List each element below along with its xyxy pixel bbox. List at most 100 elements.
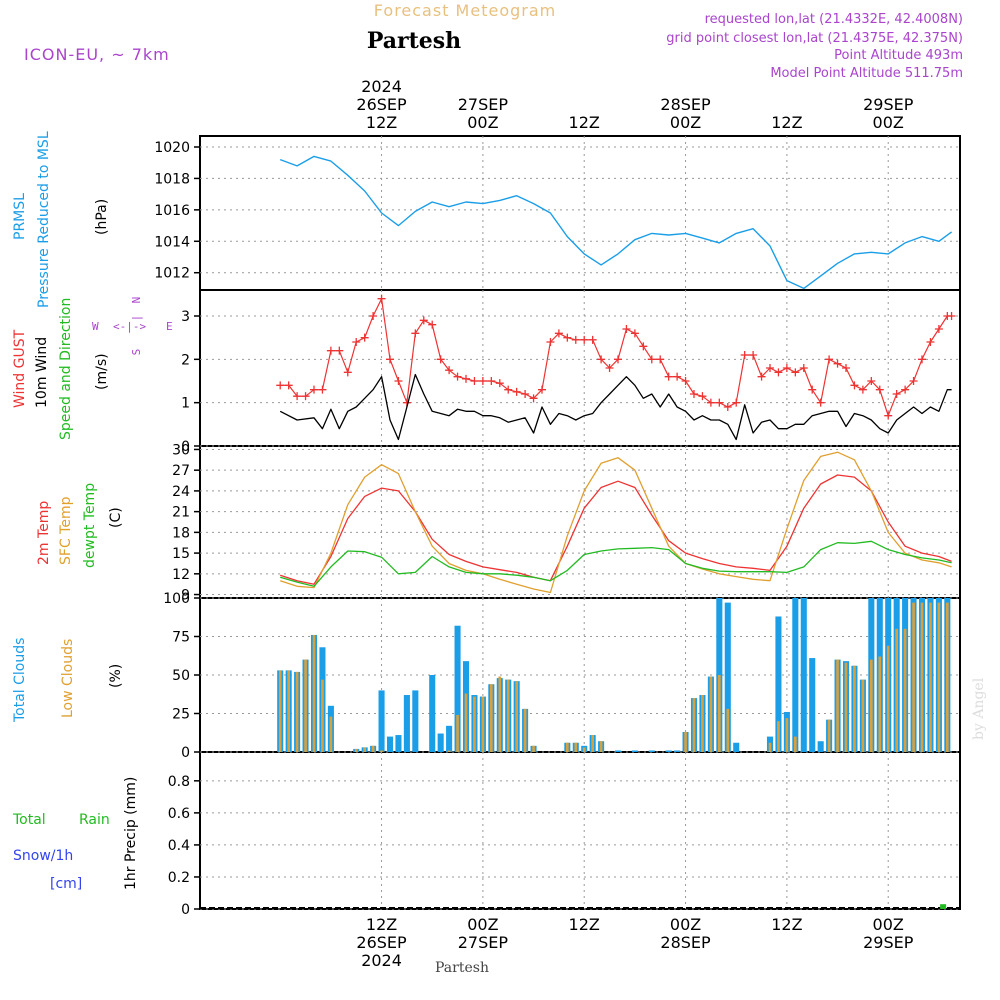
low-cloud-bar <box>363 747 367 752</box>
panel-frames <box>199 135 961 910</box>
wind-gust-point <box>808 385 817 394</box>
chart-marks <box>200 155 960 909</box>
temp-frame <box>199 445 961 599</box>
wind-10m-label: 10m Wind <box>34 337 50 408</box>
wind-gust-point <box>588 335 597 344</box>
wind-gust-point <box>630 329 639 338</box>
wind-gust-point <box>453 372 462 381</box>
model-label: ICON-EU, ~ 7km <box>24 45 170 64</box>
low-cloud-bar <box>464 693 468 752</box>
low-cloud-bar <box>380 750 383 752</box>
low-cloud-bar <box>498 676 502 752</box>
wind-compass: N | S W <-|-> E <box>92 297 173 356</box>
low-cloud-bar <box>785 718 789 752</box>
wind-gust-point <box>343 368 352 377</box>
time-tick-label: 00Z <box>467 113 498 132</box>
temp-ytick-label: 30 <box>172 442 190 458</box>
time-tick-label: 12Z <box>771 915 802 934</box>
wind-gust-point <box>622 325 631 333</box>
wind-ytick-label: 1 <box>181 396 190 412</box>
low-cloud-bar <box>929 602 932 752</box>
wind-gust-point <box>934 325 943 333</box>
precip-ytick-label: 0 <box>181 902 190 918</box>
wind-gust-point <box>360 333 369 342</box>
time-tick-label: 26SEP <box>356 95 407 114</box>
wind-gust-point <box>757 372 766 381</box>
time-tick-label: 27SEP <box>458 933 509 952</box>
wind-gust-point <box>782 364 791 372</box>
wind-gust-point <box>723 403 732 411</box>
total-cloud-bar <box>800 598 807 752</box>
low-cloud-bar <box>278 670 282 752</box>
time-tick-label: 00Z <box>670 113 701 132</box>
wind-gust-point <box>521 390 530 398</box>
wind-gust-point <box>470 377 479 385</box>
cloud-ytick-label: 25 <box>172 707 190 723</box>
total-cloud-bar <box>648 750 655 752</box>
wind-ytick-label: 0 <box>181 439 190 455</box>
wind-gust-point <box>901 385 910 394</box>
compass-ns-mid: | <box>130 315 143 322</box>
cloud-ytick-label: 0 <box>181 745 190 761</box>
wind-gust-point <box>892 390 901 398</box>
precip-unit: 1hr Precip (mm) <box>123 777 139 890</box>
low-cloud-bar <box>853 665 856 752</box>
wind-gust-point <box>740 351 749 359</box>
y-tick-labels: 1012101410161018102001239121518212427300… <box>154 140 190 918</box>
pressure-ytick-label: 1014 <box>154 234 190 250</box>
wind-gust-point <box>884 411 893 420</box>
wind-gust-point <box>816 398 825 407</box>
low-cloud-bar <box>886 645 890 752</box>
total-cloud-bar <box>614 750 622 752</box>
cloud-ytick-label: 100 <box>163 591 190 607</box>
low-cloud-bar <box>295 671 299 752</box>
low-cloud-bar <box>777 721 780 752</box>
footer-location: Partesh <box>435 960 489 976</box>
low-cloud-bar <box>692 698 696 752</box>
temp-dewpt-label: dewpt Temp <box>82 483 98 568</box>
wind-unit: (m/s) <box>94 353 110 390</box>
total-cloud-bar <box>775 616 782 752</box>
pressure-label-2: Pressure Reduced to MSL <box>36 131 52 308</box>
total-cloud-bar <box>403 695 410 752</box>
time-tick-label: 12Z <box>366 915 397 934</box>
precip-cm-label: [cm] <box>50 876 82 892</box>
low-cloud-bar <box>869 659 873 752</box>
pressure-unit: (hPa) <box>94 199 110 235</box>
wind-gust-point <box>428 320 437 329</box>
low-cloud-bar <box>574 742 578 752</box>
low-cloud-bar <box>937 602 941 752</box>
total-cloud-bar <box>809 658 816 752</box>
wind-gust-point <box>571 335 580 344</box>
total-cloud-bar <box>395 735 402 752</box>
wind-gust-point <box>825 355 834 364</box>
total-cloud-bar <box>631 750 638 752</box>
total-cloud-bar <box>454 625 461 752</box>
time-tick-label: 28SEP <box>660 95 711 114</box>
t2m-line <box>279 474 952 585</box>
pressure-ytick-label: 1018 <box>154 171 190 187</box>
low-cloud-bar <box>717 675 721 752</box>
low-cloud-bar <box>895 628 899 752</box>
wind-gust-point <box>394 377 403 385</box>
compass-w: W <box>92 320 99 333</box>
wind-gust-point <box>749 351 758 359</box>
cloud-low-label: Low Clouds <box>60 639 76 718</box>
wind-gust-point <box>681 377 690 385</box>
requested-coords: requested lon,lat (21.4332E, 42.4008N) <box>705 12 963 27</box>
low-cloud-bar <box>599 741 603 752</box>
time-tick-label: 12Z <box>771 113 802 132</box>
wind-gust-point <box>310 385 318 394</box>
low-cloud-bar <box>371 745 375 752</box>
wind-gust-point <box>495 379 504 388</box>
wind-gust-point <box>546 338 555 346</box>
compass-s: S <box>130 349 143 356</box>
wind-gust-point <box>554 329 563 338</box>
wind-gust-point <box>715 398 724 407</box>
compass-we-mid: <-|-> <box>113 320 146 333</box>
low-cloud-bar <box>489 684 493 752</box>
wind-gust-point <box>301 392 310 401</box>
low-cloud-bar <box>701 695 704 752</box>
cloud-total-label: Total Clouds <box>12 638 28 723</box>
wind-gust-point <box>926 338 935 346</box>
